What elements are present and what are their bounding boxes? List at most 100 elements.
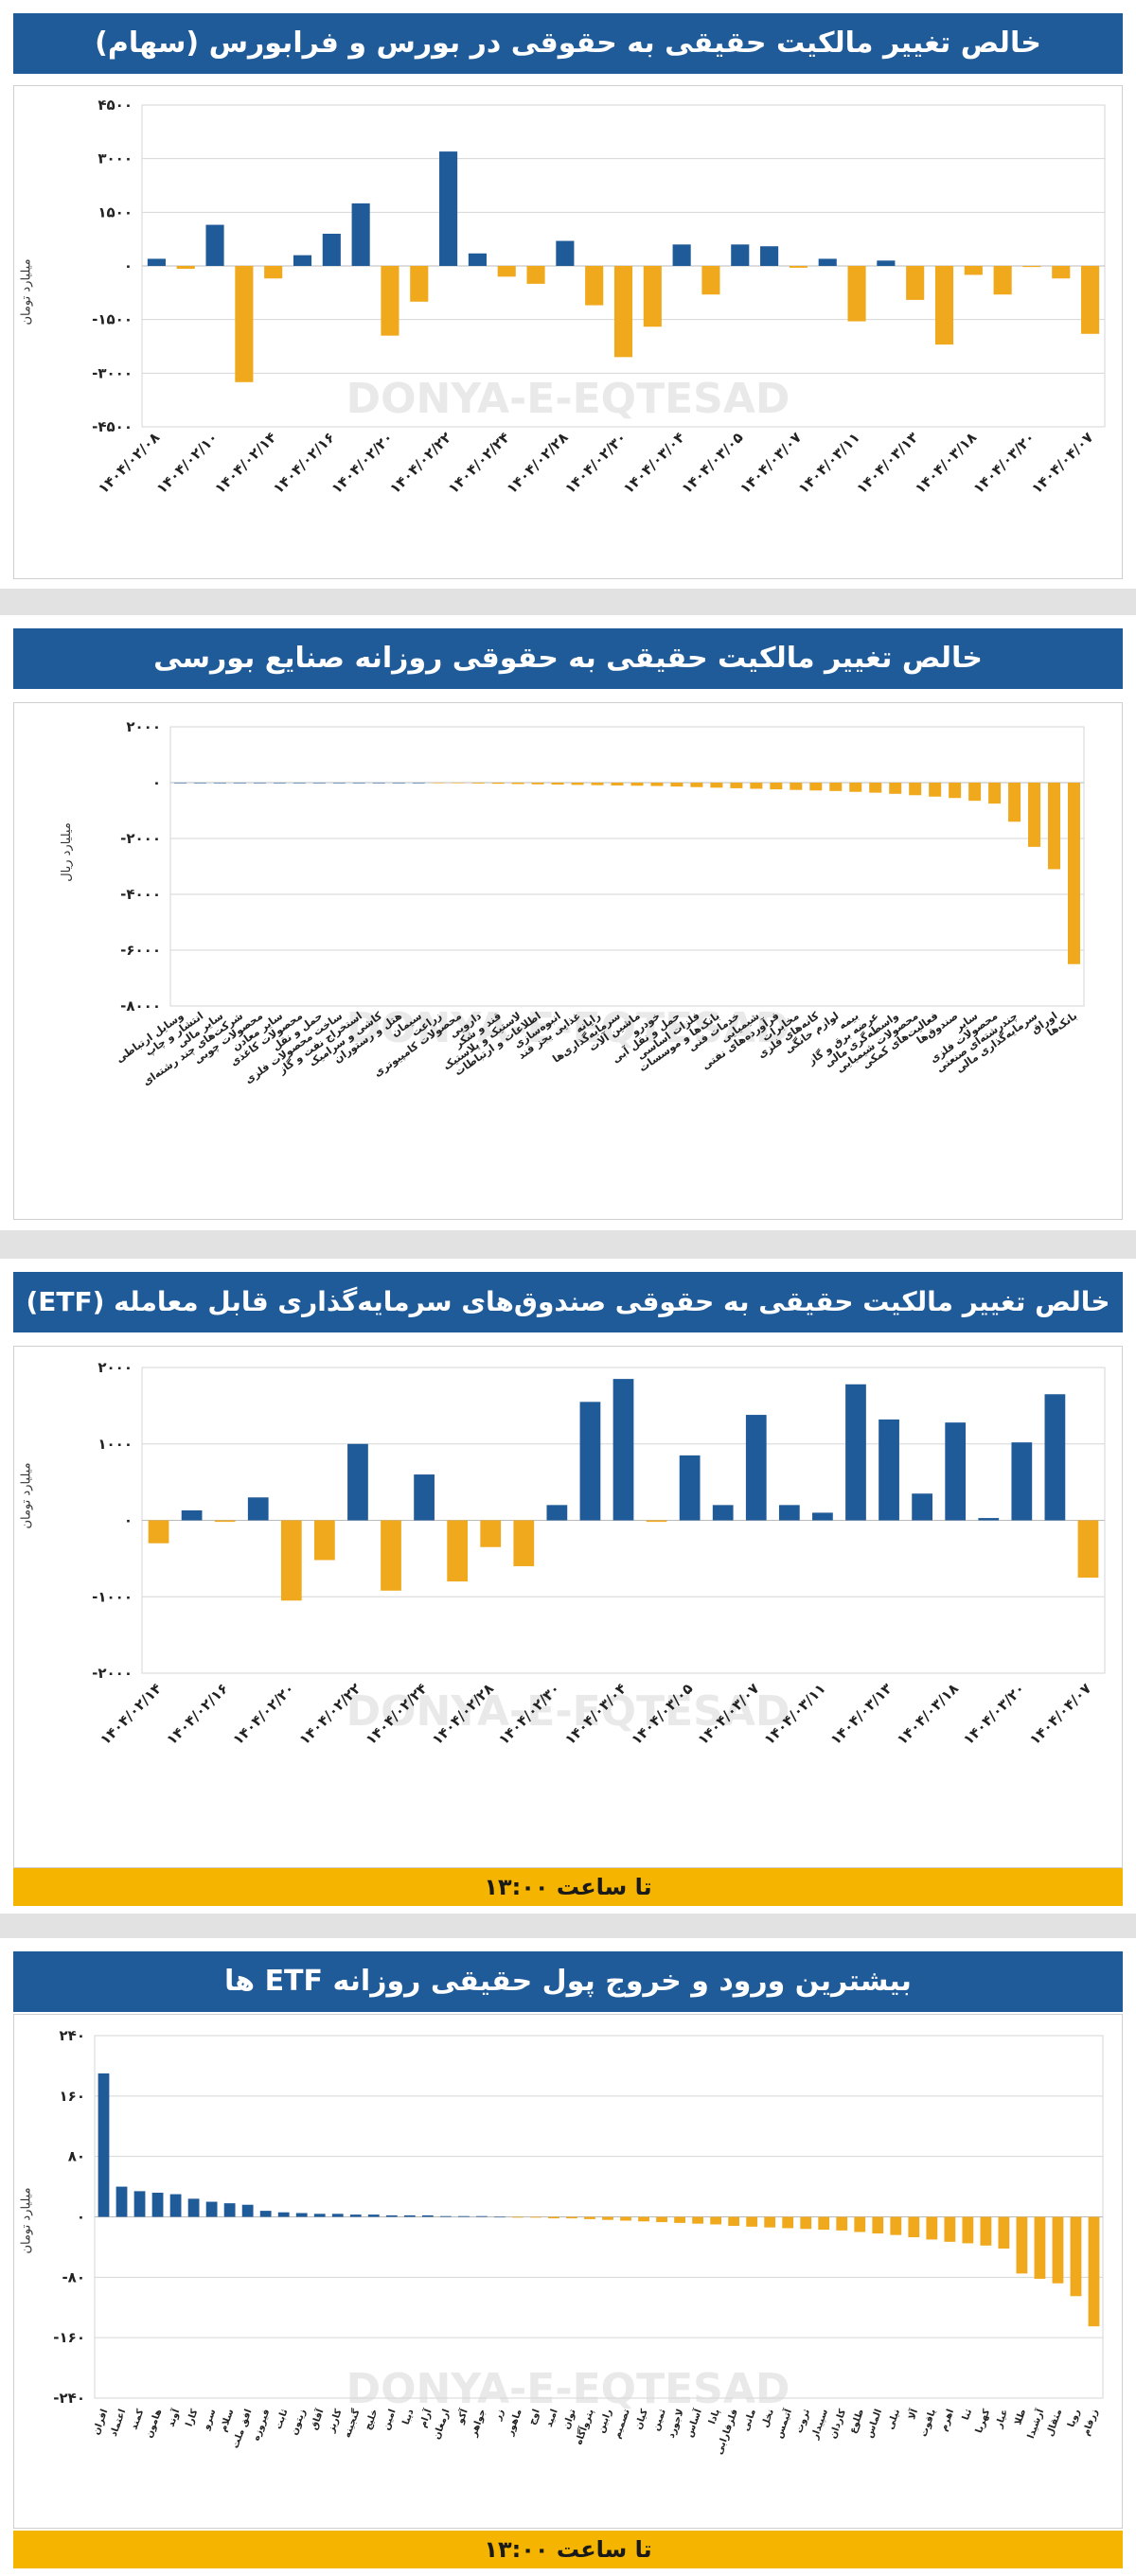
bar xyxy=(620,2216,631,2221)
x-tick-label: کارا xyxy=(185,2408,201,2428)
bar xyxy=(964,266,983,275)
bar xyxy=(912,1493,932,1521)
bar xyxy=(845,1384,866,1521)
bar xyxy=(1044,1394,1066,1521)
y-tick-label: ۲۴۰ xyxy=(60,2027,85,2044)
bar xyxy=(457,2215,470,2217)
x-tick-label: ۱۴۰۴/۰۲/۲۸ xyxy=(429,1680,497,1748)
bar xyxy=(879,1419,899,1521)
x-tick-label: ثنا xyxy=(961,2408,974,2422)
bar xyxy=(512,2216,524,2218)
y-tick-label: -۲۰۰۰ xyxy=(92,1665,133,1682)
x-tick-label: افران xyxy=(91,2408,110,2436)
chart-title-2: خالص تغییر مالکیت حقیقی به حقوقی روزانه … xyxy=(13,628,1123,689)
x-tick-label: ثمین xyxy=(650,2408,667,2432)
y-tick-label: -۴۵۰۰ xyxy=(92,418,133,435)
bar xyxy=(978,1518,1000,1521)
x-tick-label: کهربا xyxy=(974,2408,992,2435)
x-tick-label: ۱۴۰۴/۰۲/۱۴ xyxy=(97,1680,165,1748)
bar xyxy=(1070,2216,1082,2297)
bar xyxy=(205,224,224,266)
bar xyxy=(332,783,346,784)
x-tick-label: عیار xyxy=(994,2408,1011,2430)
bar xyxy=(233,783,246,784)
bar xyxy=(447,1520,469,1582)
bar xyxy=(579,1402,601,1521)
bar xyxy=(247,1497,269,1521)
bar xyxy=(782,2216,794,2229)
bar xyxy=(1081,266,1100,334)
bar xyxy=(800,2216,812,2230)
x-tick-label: ۱۴۰۴/۰۴/۰۷ xyxy=(1028,429,1096,497)
bar xyxy=(993,266,1012,295)
x-tick-label: ۱۴۰۴/۰۲/۳۰ xyxy=(561,429,630,497)
bar xyxy=(367,2214,380,2217)
x-tick-label: ۱۴۰۴/۰۳/۱۳ xyxy=(827,1680,896,1748)
chart-panel-4: بیشترین ورود و خروج پول حقیقی روزانه ETF… xyxy=(0,1938,1136,2576)
y-tick-label: -۲۴۰ xyxy=(53,2390,85,2407)
bar xyxy=(277,2212,290,2217)
bar xyxy=(934,266,954,345)
bar xyxy=(854,2216,866,2232)
x-tick-label: هامون xyxy=(144,2408,164,2440)
bar xyxy=(829,783,843,791)
y-tick-label: ۱۶۰ xyxy=(60,2088,85,2105)
x-tick-label: رابین xyxy=(596,2408,614,2434)
x-tick-label: ۱۴۰۴/۰۳/۲۰ xyxy=(960,1680,1028,1748)
x-tick-label: فیروزه xyxy=(251,2408,272,2442)
bar xyxy=(809,783,823,791)
y-tick-label: ۲۰۰۰ xyxy=(126,718,161,735)
x-tick-label: ۱۴۰۴/۰۲/۲۲ xyxy=(296,1680,364,1748)
x-tick-label: ثابت xyxy=(274,2408,291,2431)
bar xyxy=(295,2213,308,2217)
x-tick-label: مانی xyxy=(740,2408,757,2432)
bar xyxy=(313,2214,326,2217)
y-tick-label: -۱۶۰ xyxy=(53,2329,85,2346)
bar xyxy=(1011,1442,1033,1521)
x-tick-label: امید xyxy=(544,2408,560,2428)
bar xyxy=(147,258,166,266)
chart-area-3: DONYA-E-EQTESAD میلیارد تومان ۲۰۰۰ ۱۰۰۰ ۰-… xyxy=(13,1346,1123,1868)
y-tick-label: ۰ xyxy=(124,257,133,274)
x-tick-label: جواهر xyxy=(469,2408,488,2439)
x-tick-label: زر xyxy=(492,2408,506,2423)
bar xyxy=(889,783,902,794)
x-tick-label: کیان xyxy=(633,2408,650,2431)
bar xyxy=(764,2216,776,2228)
bar xyxy=(351,203,370,266)
bar xyxy=(710,783,723,788)
bar xyxy=(385,2214,398,2217)
bar xyxy=(439,2215,452,2217)
x-tick-label: ۱۴۰۴/۰۳/۱۱ xyxy=(795,429,863,497)
bar xyxy=(812,1512,833,1521)
bar xyxy=(452,783,465,784)
bar xyxy=(731,244,750,266)
chart-panel-3: خالص تغییر مالکیت حقیقی به حقوقی صندوق‌ه… xyxy=(0,1259,1136,1914)
x-tick-label: ماهور xyxy=(505,2408,524,2438)
bar xyxy=(656,2216,667,2223)
bar xyxy=(314,1520,335,1561)
x-tick-label: اعتماد xyxy=(109,2408,129,2438)
bar xyxy=(949,783,962,799)
bar xyxy=(909,783,922,796)
x-tick-label: ۱۴۰۴/۰۲/۲۰ xyxy=(229,1680,297,1748)
x-tick-label: ۱۴۰۴/۰۳/۱۳ xyxy=(853,429,921,497)
bar xyxy=(176,266,195,270)
x-tick-label: ۱۴۰۴/۰۳/۰۷ xyxy=(737,429,805,497)
x-tick-label: ۱۴۰۴/۰۳/۱۱ xyxy=(760,1680,828,1748)
bar xyxy=(926,2216,938,2240)
bar xyxy=(746,2216,758,2227)
bar xyxy=(1048,783,1061,870)
y-tick-label: -۲۰۰۰ xyxy=(120,830,161,847)
bar xyxy=(556,240,575,266)
bar xyxy=(530,2216,541,2218)
bar xyxy=(381,266,399,336)
bar xyxy=(692,2216,703,2224)
bar xyxy=(638,2216,649,2222)
bar xyxy=(944,2216,956,2242)
bar xyxy=(491,783,505,785)
bar xyxy=(312,783,326,784)
bar xyxy=(205,2201,218,2217)
bar xyxy=(1088,2216,1100,2327)
